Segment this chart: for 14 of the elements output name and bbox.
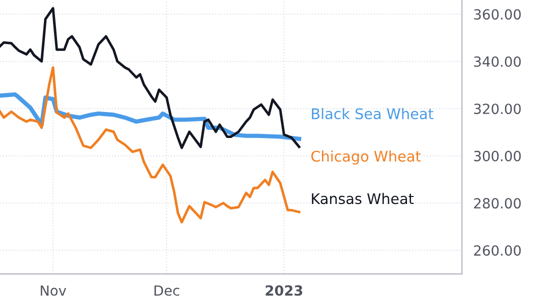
x-tick-label: Dec (154, 285, 180, 296)
text: Kansas Wheat (312, 192, 414, 204)
y-tick-label: 300.00 (474, 150, 521, 162)
text: Chicago Wheat (311, 150, 421, 165)
y-tick-label: 340.00 (474, 56, 521, 67)
series-label: Black Sea Wheat (312, 108, 434, 120)
y-tick-label: 280.00 (474, 198, 521, 209)
line-series (0, 7, 300, 150)
x-tick-label: 2023 (266, 285, 302, 296)
y-tick-label: 360.00 (474, 9, 521, 20)
y-tick-label: 320.00 (474, 104, 521, 114)
x-tick-label: Nov (40, 285, 66, 296)
line-series (0, 66, 300, 224)
y-tick-label: 260.00 (474, 245, 521, 256)
